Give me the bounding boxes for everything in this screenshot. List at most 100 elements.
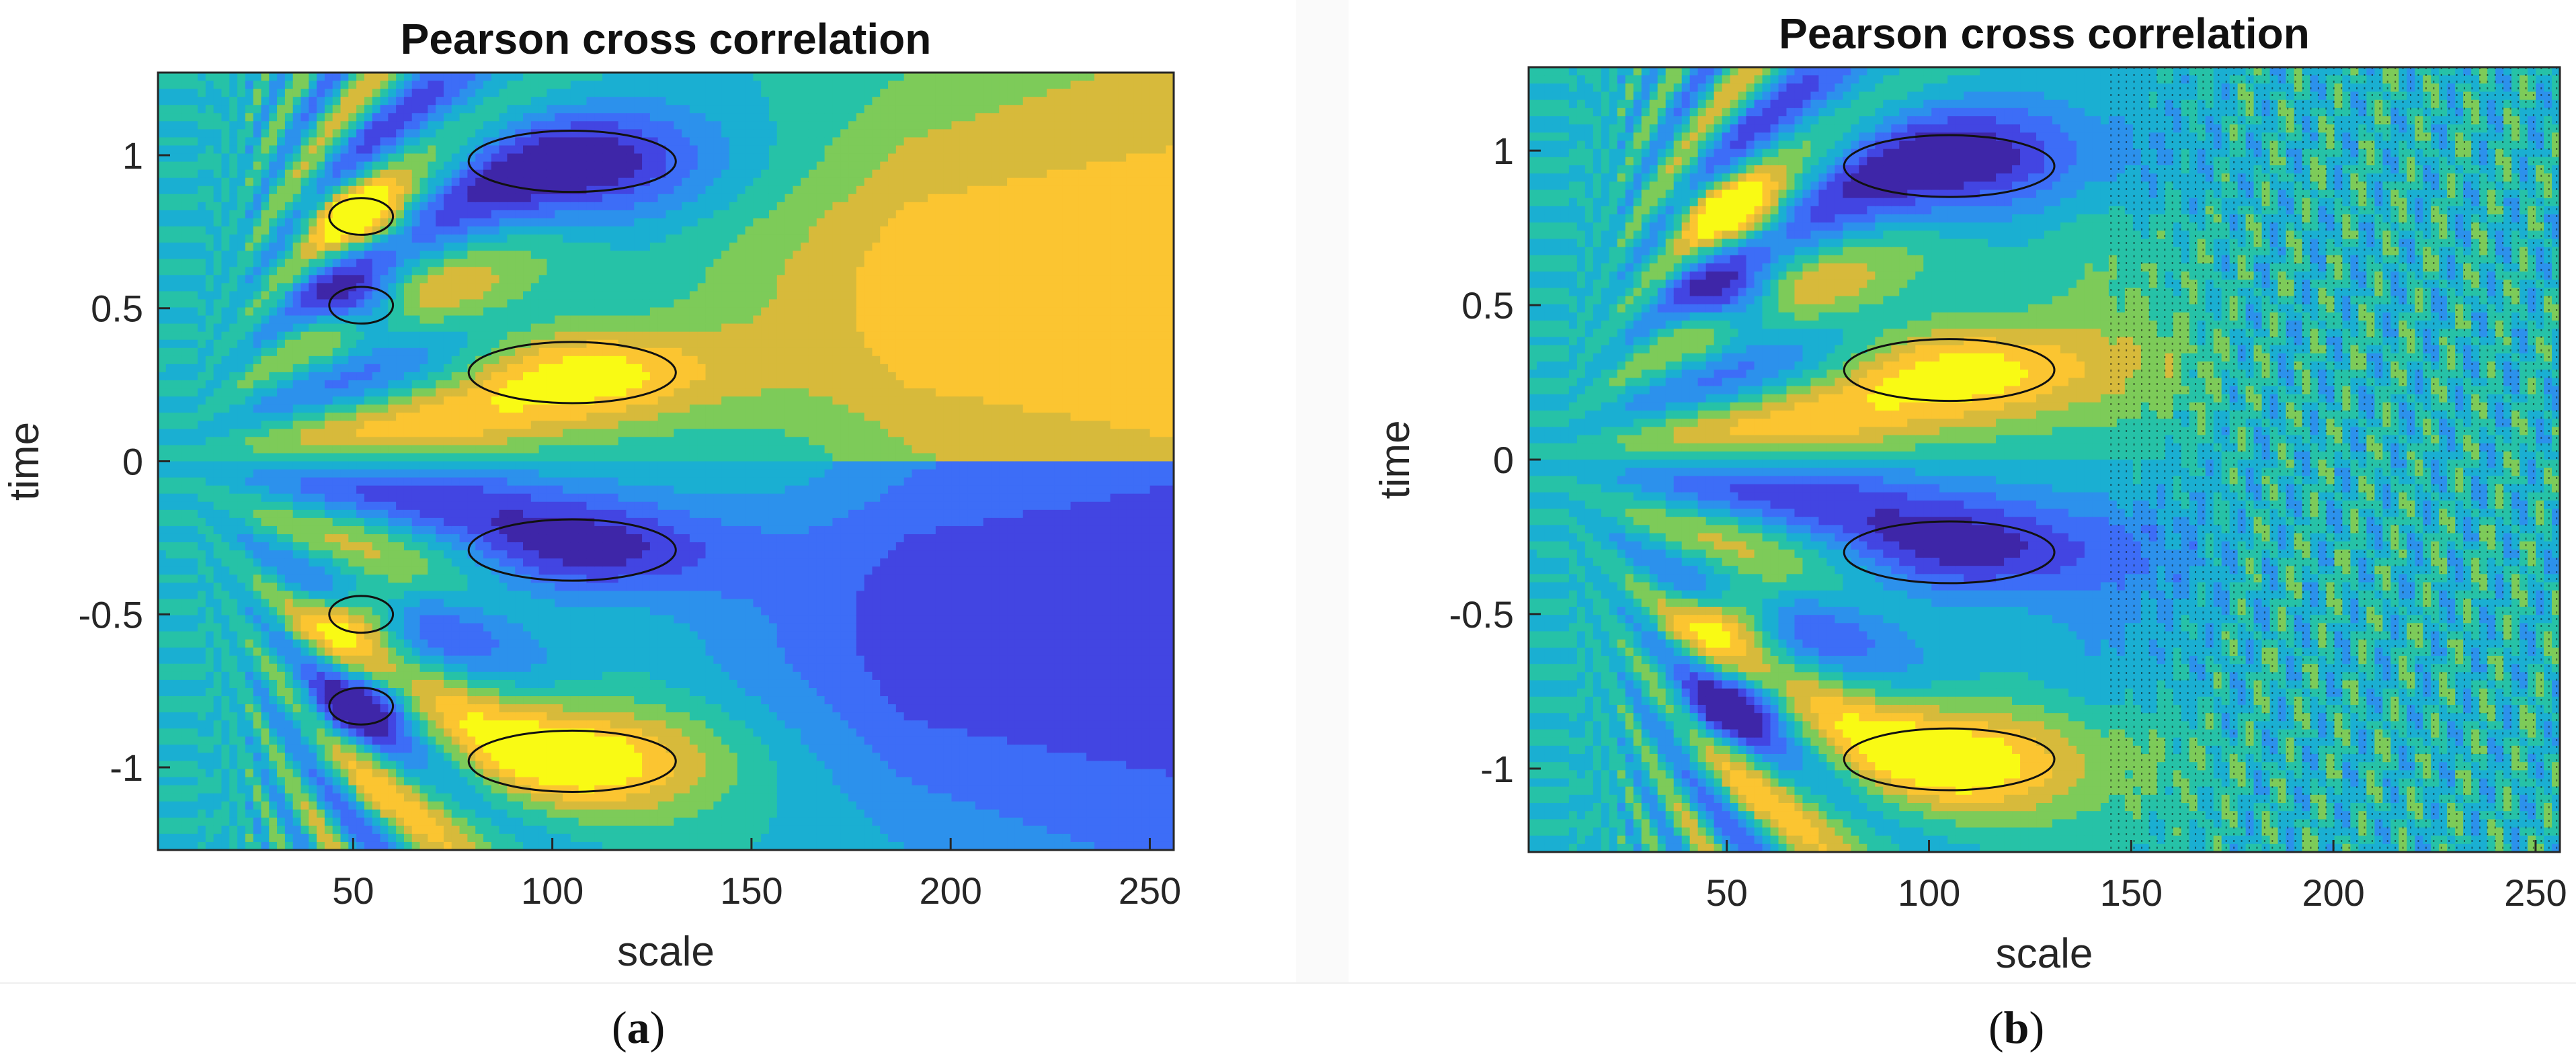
- heatmap-cell: [348, 558, 357, 567]
- heatmap-cell: [364, 388, 373, 397]
- heatmap-cell: [205, 769, 214, 778]
- heatmap-cell: [309, 671, 317, 681]
- heatmap-cell: [380, 364, 389, 373]
- heatmap-cell: [538, 299, 548, 308]
- heatmap-cell: [403, 413, 413, 421]
- heatmap-cell: [380, 259, 389, 267]
- heatmap-cell: [459, 331, 468, 341]
- heatmap-cell: [300, 364, 309, 373]
- heatmap-cell: [158, 687, 167, 697]
- heatmap-cell: [499, 761, 508, 770]
- heatmap-cell: [237, 704, 246, 713]
- heatmap-cell: [451, 777, 460, 786]
- heatmap-cell: [364, 372, 373, 381]
- heatmap-cell: [555, 243, 563, 251]
- heatmap-cell: [428, 712, 436, 721]
- heatmap-cell: [403, 825, 413, 835]
- heatmap-cell: [309, 429, 317, 437]
- heatmap-cell: [317, 413, 325, 421]
- heatmap-cell: [356, 145, 365, 155]
- heatmap-cell: [507, 97, 516, 105]
- heatmap-cell: [340, 251, 349, 259]
- heatmap-cell: [563, 566, 571, 575]
- heatmap-cell: [396, 210, 405, 219]
- heatmap-cell: [284, 704, 294, 713]
- heatmap-cell: [229, 720, 238, 729]
- heatmap-cell: [419, 793, 428, 802]
- heatmap-cell: [165, 235, 175, 243]
- heatmap-cell: [317, 339, 325, 349]
- heatmap-cell: [372, 566, 381, 575]
- heatmap-cell: [403, 210, 413, 219]
- heatmap-cell: [515, 607, 524, 616]
- heatmap-cell: [309, 720, 317, 729]
- heatmap-cell: [245, 469, 254, 478]
- heatmap-cell: [499, 153, 508, 163]
- heatmap-cell: [284, 679, 294, 689]
- heatmap-cell: [300, 509, 309, 519]
- heatmap-cell: [388, 153, 397, 163]
- heatmap-cell: [396, 347, 405, 357]
- heatmap-cell: [173, 704, 183, 713]
- heatmap-cell: [317, 841, 325, 850]
- heatmap-cell: [563, 299, 571, 308]
- heatmap-cell: [324, 388, 333, 397]
- heatmap-cell: [198, 591, 206, 599]
- heatmap-cell: [443, 243, 452, 251]
- heatmap-cell: [324, 243, 333, 251]
- heatmap-cell: [309, 615, 317, 624]
- heatmap-cell: [237, 817, 246, 826]
- heatmap-cell: [190, 793, 198, 802]
- heatmap-cell: [396, 105, 405, 114]
- heatmap-cell: [221, 647, 230, 656]
- heatmap-cell: [158, 405, 167, 413]
- heatmap-cell: [499, 493, 508, 503]
- heatmap-cell: [213, 841, 223, 850]
- heatmap-cell: [221, 331, 230, 341]
- heatmap-cell: [523, 793, 532, 802]
- heatmap-cell: [563, 323, 571, 333]
- heatmap-cell: [348, 291, 357, 300]
- heatmap-cell: [451, 355, 460, 365]
- heatmap-cell: [269, 291, 278, 300]
- heatmap-cell: [403, 307, 413, 316]
- heatmap-cell: [436, 453, 444, 462]
- heatmap-cell: [332, 639, 341, 648]
- heatmap-cell: [309, 380, 317, 389]
- heatmap-cell: [237, 615, 246, 624]
- heatmap-cell: [245, 728, 254, 737]
- heatmap-cell: [547, 355, 555, 365]
- heatmap-cell: [332, 153, 341, 163]
- heatmap-cell: [403, 275, 413, 284]
- heatmap-cell: [515, 801, 524, 810]
- heatmap-cell: [411, 631, 421, 640]
- heatmap-cell: [269, 283, 278, 292]
- heatmap-cell: [555, 259, 563, 267]
- heatmap-cell: [165, 259, 175, 267]
- heatmap-cell: [436, 97, 444, 105]
- heatmap-cell: [300, 825, 309, 835]
- heatmap-cell: [403, 421, 413, 429]
- heatmap-cell: [158, 307, 167, 316]
- heatmap-cell: [221, 429, 230, 437]
- heatmap-cell: [277, 137, 286, 146]
- heatmap-cell: [340, 485, 349, 495]
- heatmap-cell: [396, 429, 405, 437]
- heatmap-cell: [205, 817, 214, 826]
- heatmap-cell: [436, 655, 444, 665]
- heatmap-cell: [213, 477, 223, 486]
- heatmap-cell: [190, 380, 198, 389]
- heatmap-cell: [253, 73, 262, 81]
- heatmap-cell: [372, 405, 381, 413]
- heatmap-cell: [173, 364, 183, 373]
- heatmap-cell: [221, 501, 230, 511]
- heatmap-cell: [190, 315, 198, 325]
- heatmap-cell: [419, 169, 428, 179]
- heatmap-cell: [419, 235, 428, 243]
- heatmap-cell: [158, 728, 167, 737]
- heatmap-cell: [190, 372, 198, 381]
- heatmap-cell: [555, 631, 563, 640]
- heatmap-cell: [443, 437, 452, 445]
- heatmap-cell: [317, 235, 325, 243]
- heatmap-cell: [348, 396, 357, 405]
